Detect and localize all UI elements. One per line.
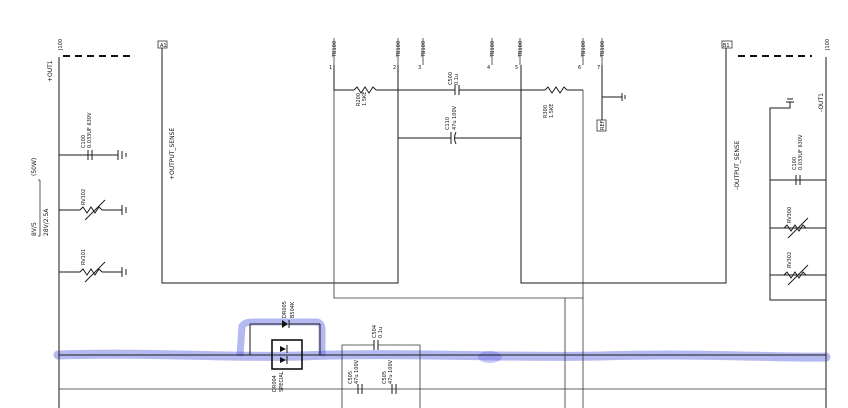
d-bottom-val: SPECIAL: [279, 371, 285, 392]
connectors: J100 J100 +OUT1 -OUT1: [47, 39, 831, 112]
d-top-ref: DR005: [282, 301, 288, 318]
spec-power: 28V/2.5A: [43, 208, 50, 236]
rv101-label: RV101: [81, 249, 87, 265]
r-top-left-ref: R200: [356, 93, 362, 106]
tb-label-3: TB100: [421, 41, 427, 58]
box-a1: [157, 40, 168, 49]
c-left-ref: C100: [81, 135, 87, 148]
diode-package: [271, 339, 303, 370]
power-rails: [58, 55, 827, 408]
right-components: C100 0.033UF 630V RV300 RV302: [769, 98, 826, 301]
c-bot-2-val: 47u 100V: [388, 359, 394, 384]
tb-pin-1: 1: [329, 65, 332, 71]
c-top-val: 0.1u: [454, 74, 460, 85]
tb-pin-4: 4: [487, 65, 490, 71]
rv302-label: RV302: [787, 252, 793, 268]
c-right-val: 0.033UF 630V: [798, 134, 804, 170]
tb-pin-5: 5: [515, 65, 518, 71]
d-top-val: B504K: [290, 301, 296, 318]
highlight-marker: [53, 318, 831, 363]
c-bot-1-val: 47u 100V: [354, 359, 360, 384]
left-connector-label: J100: [58, 39, 64, 51]
plus-sense-label: +OUTPUT_SENSE: [169, 128, 176, 180]
spec-voltage: 8V/5: [31, 222, 38, 236]
c-diode-val: 0.1u: [378, 327, 384, 338]
left-components: C100 0.033UF 630V RV102 RV101: [59, 112, 127, 283]
r-top-right-val: 1.5KE: [549, 104, 555, 118]
right-connector-label: J100: [825, 39, 831, 51]
tb-label-2: TB100: [396, 41, 402, 58]
tb-pin-7: 7: [597, 65, 600, 71]
tb-label-5: TB100: [518, 41, 524, 58]
tb-pin-3: 3: [418, 65, 421, 71]
c-diode-ref: C504: [372, 325, 378, 338]
minus-sense-label: -OUTPUT_SENSE: [734, 140, 741, 190]
diode-low-icon: [280, 357, 286, 363]
tb-label-6: TB100: [581, 41, 587, 58]
c-mid-ref: C110: [445, 117, 451, 130]
spec-block: 8V/5 28V/2.5A (50W): [31, 158, 50, 237]
d-bottom-ref: DR004: [272, 375, 278, 392]
rv300-label: RV300: [787, 207, 793, 223]
sense-loops: A1 B1 +OUTPUT_SENSE -OUTPUT_SENSE: [157, 40, 741, 284]
c-bot-1-ref: C505: [348, 371, 354, 384]
box-b1-label: B1: [723, 43, 730, 49]
ref-box: [596, 119, 607, 132]
c-bot-2-ref: C505: [382, 371, 388, 384]
r-top-left-val: 1.5KE: [362, 92, 368, 106]
box-a1-label: A1: [160, 43, 167, 49]
diode-mid-icon: [280, 346, 286, 352]
r-top-right-ref: R300: [543, 105, 549, 118]
c-top-ref: C500: [448, 72, 454, 85]
tb-terminals: TB100 TB100 TB100 TB100 TB100 TB100 TB10…: [329, 38, 606, 71]
rv102-label: RV102: [81, 189, 87, 205]
diode-top-icon: [282, 320, 288, 328]
ref-box-label: REF: [600, 120, 606, 130]
tb-label-7: TB100: [600, 41, 606, 58]
c-mid-val: 47u 100V: [452, 105, 458, 130]
tb-pin-2: 2: [393, 65, 396, 71]
tb-label-4: TB100: [490, 41, 496, 58]
tb-pin-6: 6: [578, 65, 581, 71]
tb-label-1: TB100: [332, 41, 338, 58]
minus-out-label: -OUT1: [818, 93, 825, 112]
spec-watts: (50W): [31, 158, 38, 176]
top-network: REF R200 1.5KE C500 0.1u C110 47u 100V R…: [333, 65, 626, 408]
box-b1: [721, 40, 733, 49]
c-right-ref: C100: [792, 157, 798, 170]
diode-section: DR005 B504K DR004 SPECIAL C504 0.1u C505…: [249, 301, 421, 408]
c-left-val: 0.033UF 630V: [87, 112, 93, 148]
plus-out-label: +OUT1: [47, 60, 54, 82]
